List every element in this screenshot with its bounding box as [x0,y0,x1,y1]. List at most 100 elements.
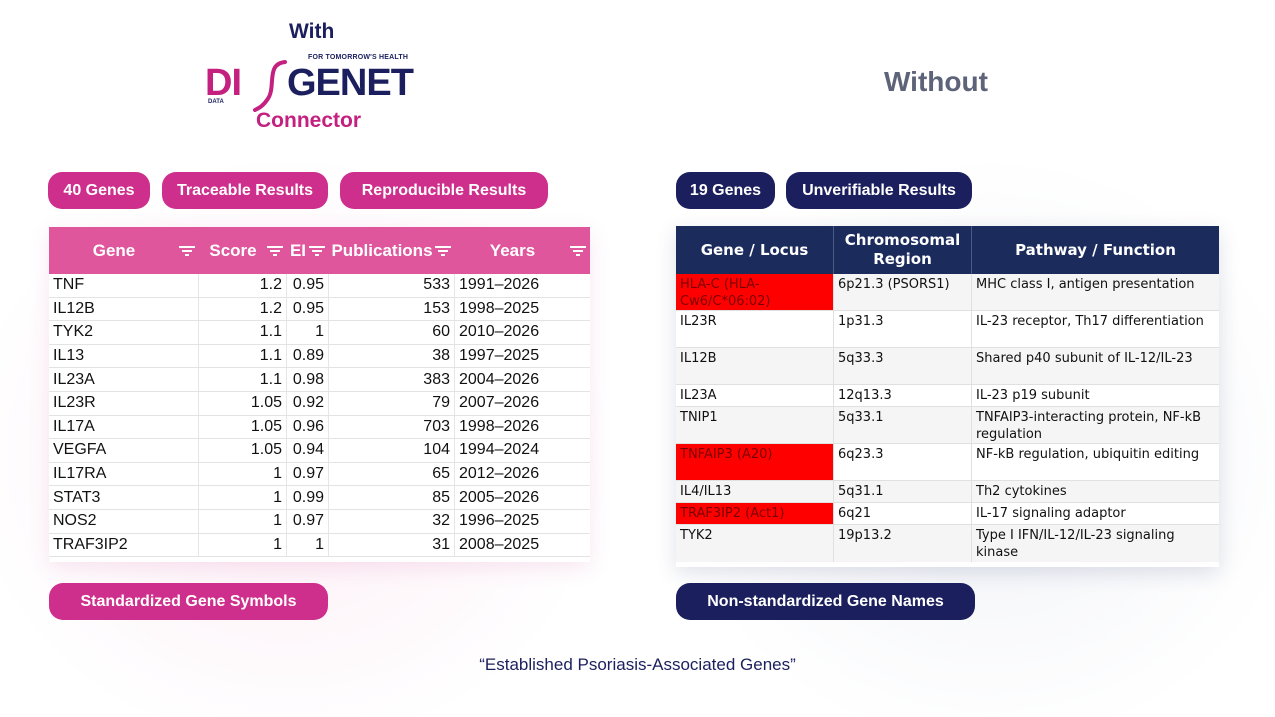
years-cell: 1996–2025 [459,512,540,530]
column-header-gene[interactable]: Gene [49,227,199,274]
region-cell: 6q21 [834,503,972,524]
unverified-gene-table: Gene / Locus Chromosomal Region Pathway … [676,226,1219,567]
filter-icon[interactable] [309,245,325,257]
pill-reproducible-results: Reproducible Results [340,172,548,209]
table-row: TRAF3IP2 1 1 31 2008–2025 [49,533,590,558]
years-cell: 1998–2026 [459,417,540,435]
gene-cell: TNF [49,274,199,297]
publications-cell: 31 [329,533,455,557]
score-cell: 1.2 [199,274,287,297]
ei-cell: 1 [287,321,329,344]
logo-left-text: DI [205,62,242,104]
gene-locus-cell-highlighted: TRAF3IP2 (Act1) [676,503,834,524]
score-cell: 1.2 [199,297,287,321]
score-cell: 1.1 [199,368,287,391]
years-cell: 2012–2026 [459,465,540,483]
score-cell: 1 [199,533,287,557]
publications-cell: 38 [329,344,455,368]
column-header-chromosomal-region: Chromosomal Region [834,226,972,274]
table-row: TNF 1.2 0.95 533 1991–2026 [49,274,590,298]
table-header: Gene Score EI Publications Years [49,227,590,274]
without-label: Without [884,66,988,97]
ei-cell: 0.94 [287,439,329,462]
gene-cell: IL23A [49,368,199,391]
gene-cell: IL12B [49,297,199,321]
with-label: With [289,20,335,43]
function-cell: MHC class I, antigen presentation [976,277,1195,292]
years-cell: 2005–2026 [459,488,540,506]
score-cell: 1.1 [199,321,287,344]
gene-cell: IL13 [49,344,199,368]
gene-locus-cell: TYK2 [676,525,834,562]
region-cell: 5q31.1 [834,481,972,502]
score-cell: 1.05 [199,415,287,439]
column-header-ei[interactable]: EI [287,227,329,274]
table-row: IL12B 5q33.3 Shared p40 subunit of IL-12… [676,348,1219,385]
pill-traceable-results: Traceable Results [162,172,328,209]
years-cell: 1991–2026 [459,276,540,294]
function-cell: Type I IFN/IL-12/IL-23 signaling kinase [976,528,1175,560]
gene-locus-cell: IL12B [676,348,834,384]
gene-locus-cell: IL23A [676,385,834,406]
filter-icon[interactable] [570,245,586,257]
column-header-score[interactable]: Score [199,227,287,274]
table-row: TNFAIP3 (A20) 6q23.3 NF-kB regulation, u… [676,444,1219,481]
connector-label: Connector [256,109,361,132]
table-body: TNF 1.2 0.95 533 1991–2026 IL12B 1.2 0.95 153 19… [49,274,590,558]
gene-locus-cell: TNIP1 [676,407,834,443]
publications-cell: 383 [329,368,455,391]
years-cell: 2008–2025 [459,535,540,553]
logo-s-curve-icon [253,60,287,112]
table-row: IL23R 1.05 0.92 79 2007–2026 [49,391,590,416]
table-row: VEGFA 1.05 0.94 104 1994–2024 [49,439,590,463]
function-cell: Shared p40 subunit of IL-12/IL-23 [976,351,1193,366]
filter-icon[interactable] [267,245,283,257]
disgenet-logo: FOR TOMORROW'S HEALTH DI DATA GENET [205,52,430,112]
years-cell: 2004–2026 [459,370,540,388]
ei-cell: 0.95 [287,274,329,297]
filter-icon[interactable] [435,245,451,257]
publications-cell: 65 [329,462,455,486]
pill-gene-count-right: 19 Genes [676,172,775,209]
ei-cell: 0.92 [287,391,329,415]
gene-cell: STAT3 [49,486,199,509]
score-cell: 1.1 [199,344,287,368]
region-cell: 6q23.3 [834,444,972,480]
disgenet-gene-table: Gene Score EI Publications Years TNF 1.2 0… [49,227,590,562]
column-header-years[interactable]: Years [455,227,590,274]
pill-standardized-gene-symbols: Standardized Gene Symbols [49,583,328,620]
gene-cell: IL17A [49,415,199,439]
region-cell: 5q33.3 [834,348,972,384]
gene-locus-cell: IL4/IL13 [676,481,834,502]
table-header: Gene / Locus Chromosomal Region Pathway … [676,226,1219,274]
function-cell: Th2 cytokines [976,484,1067,499]
publications-cell: 104 [329,439,455,462]
ei-cell: 0.89 [287,344,329,368]
ei-cell: 0.99 [287,486,329,509]
column-header-gene-locus: Gene / Locus [676,226,834,274]
ei-cell: 0.98 [287,368,329,391]
column-header-publications[interactable]: Publications [329,227,455,274]
filter-icon[interactable] [179,245,195,257]
table-row: IL13 1.1 0.89 38 1997–2025 [49,344,590,369]
table-row: IL23R 1p31.3 IL-23 receptor, Th17 differ… [676,311,1219,348]
table-row: HLA-C (HLA-Cw6/C*06:02) 6p21.3 (PSORS1) … [676,274,1219,311]
publications-cell: 79 [329,391,455,415]
score-cell: 1.05 [199,439,287,462]
gene-cell: TRAF3IP2 [49,533,199,557]
publications-cell: 85 [329,486,455,509]
gene-cell: TYK2 [49,321,199,344]
ei-cell: 0.95 [287,297,329,321]
table-row: TRAF3IP2 (Act1) 6q21 IL-17 signaling ada… [676,503,1219,525]
function-cell: IL-23 receptor, Th17 differentiation [976,314,1204,329]
logo-tagline: FOR TOMORROW'S HEALTH [308,54,409,61]
score-cell: 1 [199,486,287,509]
table-row: IL12B 1.2 0.95 153 1998–2025 [49,297,590,322]
logo-right-text: GENET [287,62,414,104]
score-cell: 1.05 [199,391,287,415]
pill-unverifiable-results: Unverifiable Results [786,172,972,209]
table-row: IL17RA 1 0.97 65 2012–2026 [49,462,590,487]
ei-cell: 0.96 [287,415,329,439]
ei-cell: 1 [287,533,329,557]
years-cell: 2007–2026 [459,394,540,412]
